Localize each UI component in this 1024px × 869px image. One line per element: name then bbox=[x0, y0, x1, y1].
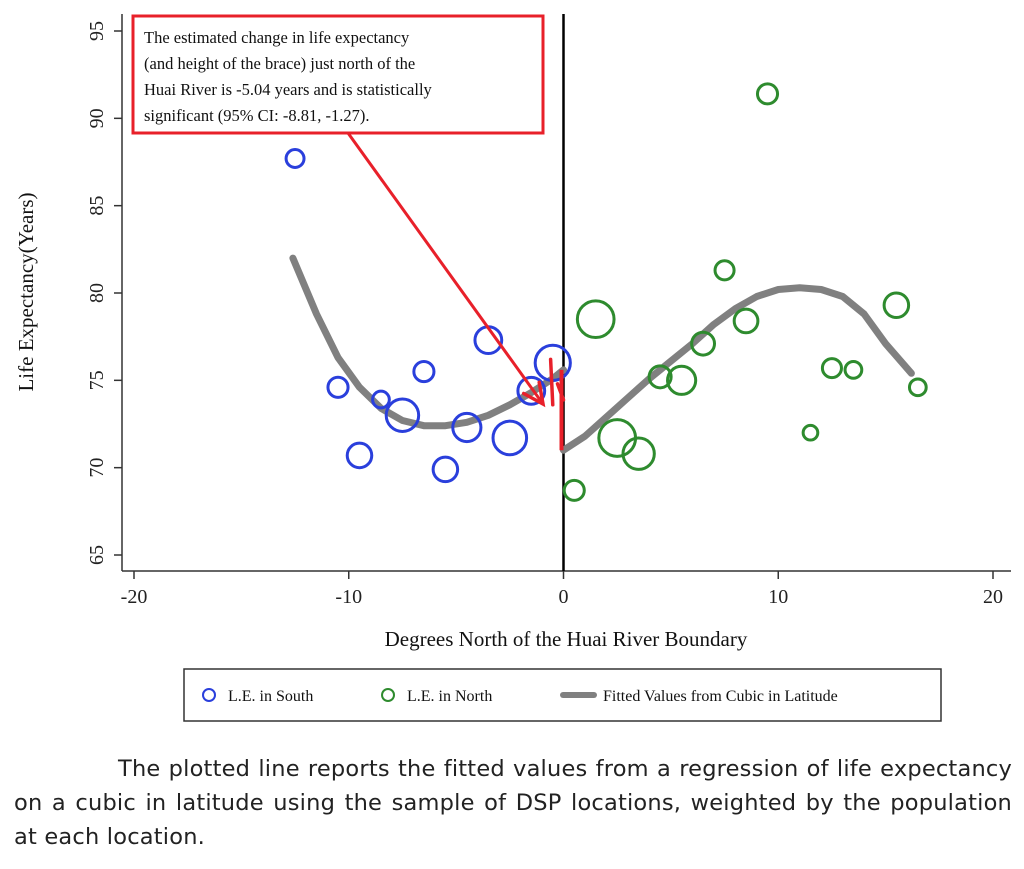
y-ticks: 65 70 75 80 85 90 95 bbox=[86, 21, 122, 565]
north-point bbox=[843, 359, 864, 380]
legend-south-marker bbox=[202, 688, 216, 702]
south-point bbox=[371, 389, 391, 410]
annotation-line-4: significant (95% CI: -8.81, -1.27). bbox=[144, 106, 369, 125]
y-tick-label: 80 bbox=[86, 283, 108, 303]
south-point bbox=[412, 360, 436, 384]
south-point bbox=[384, 397, 421, 433]
y-tick-label: 85 bbox=[86, 196, 108, 216]
north-point bbox=[575, 299, 616, 340]
annotation-line-1: The estimated change in life expectancy bbox=[144, 28, 410, 47]
legend: L.E. in South L.E. in North Fitted Value… bbox=[183, 668, 942, 722]
annotation-line-3: Huai River is -5.04 years and is statist… bbox=[144, 80, 433, 99]
south-point bbox=[491, 419, 529, 457]
x-tick-label: -10 bbox=[335, 586, 362, 608]
north-point bbox=[562, 478, 586, 502]
north-point bbox=[690, 330, 717, 357]
legend-south-label: L.E. in South bbox=[228, 688, 313, 705]
annotation-border bbox=[131, 14, 545, 135]
x-axis-title: Degrees North of the Huai River Boundary bbox=[385, 627, 748, 651]
north-point bbox=[882, 291, 911, 319]
south-points bbox=[284, 148, 572, 484]
south-point bbox=[516, 375, 547, 406]
north-point bbox=[621, 436, 656, 471]
y-axis-title: Life Expectancy(Years) bbox=[14, 192, 38, 391]
figure-caption: The plotted line reports the fitted valu… bbox=[14, 756, 1012, 850]
south-point bbox=[451, 411, 483, 444]
north-point bbox=[713, 259, 736, 282]
north-point bbox=[732, 307, 760, 335]
x-tick-label: 20 bbox=[983, 586, 1003, 608]
south-point bbox=[284, 148, 306, 169]
fitted-line-north bbox=[560, 284, 915, 454]
north-point bbox=[647, 364, 673, 390]
x-tick-label: 10 bbox=[768, 586, 788, 608]
north-point bbox=[801, 423, 820, 442]
brace-hook bbox=[555, 382, 566, 402]
south-point bbox=[326, 375, 350, 399]
y-tick-label: 90 bbox=[86, 108, 108, 128]
arrow-head bbox=[521, 380, 546, 408]
north-point bbox=[820, 357, 843, 380]
x-ticks: -20 -10 0 10 20 bbox=[121, 571, 1003, 608]
south-point bbox=[431, 455, 460, 484]
north-points bbox=[562, 82, 928, 502]
y-tick-label: 75 bbox=[86, 370, 108, 390]
y-tick-label: 95 bbox=[86, 21, 108, 41]
y-tick-label: 65 bbox=[86, 545, 108, 565]
legend-fit-label: Fitted Values from Cubic in Latitude bbox=[603, 688, 838, 705]
north-point bbox=[755, 82, 780, 106]
y-tick-label: 70 bbox=[86, 458, 108, 478]
annotation-box: The estimated change in life expectancy … bbox=[131, 14, 545, 135]
annotation-line-2: (and height of the brace) just north of … bbox=[144, 54, 415, 73]
north-point bbox=[666, 364, 698, 396]
x-tick-label: -20 bbox=[121, 586, 148, 608]
south-point bbox=[345, 441, 374, 470]
north-point bbox=[907, 377, 928, 398]
x-tick-label: 0 bbox=[559, 586, 569, 608]
legend-north-label: L.E. in North bbox=[407, 688, 492, 705]
brace-hook-left bbox=[548, 357, 555, 407]
annotation-arrow bbox=[346, 132, 566, 408]
chart: 65 70 75 80 85 90 95 -20 -10 0 10 20 The estimated… bbox=[14, 14, 1011, 722]
arrow-shaft bbox=[346, 132, 545, 405]
legend-north-marker bbox=[381, 688, 395, 702]
